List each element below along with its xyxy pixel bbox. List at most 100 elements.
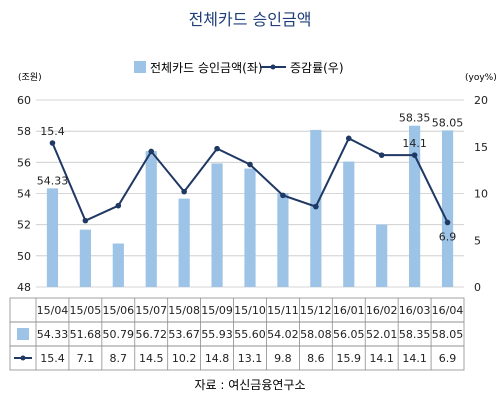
line-point-15/06 bbox=[115, 202, 122, 209]
bar-16/02 bbox=[376, 224, 388, 287]
table-line-value: 8.7 bbox=[110, 352, 128, 365]
left-axis-ticks: 48 50 52 54 56 58 60 bbox=[17, 94, 31, 294]
table-line-value: 7.1 bbox=[77, 352, 95, 365]
bar-15/10 bbox=[244, 168, 256, 287]
table-bar-value: 56.72 bbox=[135, 328, 167, 341]
line-point-16/02 bbox=[378, 152, 385, 158]
annotation-label: 54.33 bbox=[37, 174, 69, 187]
bar-16/01 bbox=[343, 161, 355, 287]
table-line-value: 15.9 bbox=[337, 352, 362, 365]
table-line-value: 14.1 bbox=[402, 352, 427, 365]
left-tick-label: 48 bbox=[17, 281, 31, 294]
table-line-value: 13.1 bbox=[238, 352, 263, 365]
table-category: 16/02 bbox=[366, 304, 398, 317]
right-tick-label: 15 bbox=[474, 141, 488, 154]
left-tick-label: 50 bbox=[17, 250, 31, 263]
bar-15/11 bbox=[277, 193, 289, 287]
table-bar-value: 54.02 bbox=[267, 328, 299, 341]
table-category: 15/09 bbox=[201, 304, 233, 317]
table-category: 15/06 bbox=[102, 304, 134, 317]
table-category: 15/05 bbox=[70, 304, 102, 317]
bar-15/08 bbox=[178, 198, 190, 287]
line-point-15/09 bbox=[214, 145, 220, 152]
table-bar-value: 54.33 bbox=[37, 328, 69, 341]
chart-title: 전체카드 승인금액 bbox=[189, 10, 312, 29]
left-tick-label: 58 bbox=[17, 125, 31, 138]
table-bar-swatch bbox=[17, 328, 29, 340]
table-line-value: 14.1 bbox=[369, 352, 394, 365]
table-bar-value: 55.60 bbox=[234, 328, 266, 341]
annotation-label: 15.4 bbox=[40, 125, 65, 138]
table-category: 16/01 bbox=[333, 304, 365, 317]
table-category: 15/11 bbox=[267, 304, 299, 317]
bar-15/05 bbox=[79, 229, 91, 287]
table-category: 15/10 bbox=[234, 304, 266, 317]
table-line-value: 10.2 bbox=[172, 352, 197, 365]
table-line-value: 6.9 bbox=[439, 352, 457, 365]
table-category: 15/08 bbox=[168, 304, 200, 317]
line-point-15/11 bbox=[280, 192, 286, 199]
annotation-label: 14.1 bbox=[402, 137, 427, 150]
bar-16/04 bbox=[441, 130, 454, 287]
right-tick-label: 5 bbox=[474, 234, 481, 247]
bar-16/03 bbox=[409, 125, 421, 288]
table-category: 15/12 bbox=[300, 304, 332, 317]
right-tick-label: 20 bbox=[474, 94, 488, 107]
line-series bbox=[49, 135, 451, 226]
bar-15/09 bbox=[211, 163, 223, 287]
table-line-value: 14.5 bbox=[139, 352, 164, 365]
bar-15/07 bbox=[145, 151, 157, 287]
source-note: 자료 : 여신금융연구소 bbox=[194, 378, 305, 392]
annotation-label: 58.35 bbox=[399, 112, 431, 125]
right-tick-label: 10 bbox=[474, 188, 488, 201]
left-tick-label: 54 bbox=[17, 188, 31, 201]
data-table: 15/04 15/05 15/06 15/07 15/08 15/09 15/10 15/11… bbox=[9, 297, 465, 371]
legend-line-label: 증감률(우) bbox=[290, 61, 344, 75]
table-bar-value: 52.01 bbox=[366, 328, 398, 341]
table-bar-value: 51.68 bbox=[70, 328, 102, 341]
table-bar-value: 56.05 bbox=[333, 328, 365, 341]
table-row bbox=[9, 345, 465, 371]
line-point-16/03 bbox=[411, 152, 418, 158]
table-category: 15/04 bbox=[37, 304, 69, 317]
left-tick-label: 52 bbox=[17, 219, 31, 232]
left-tick-label: 56 bbox=[17, 156, 31, 169]
annotation-label: 58.05 bbox=[432, 116, 464, 129]
bar-series bbox=[46, 125, 454, 288]
legend: 전체카드 승인금액(좌) 증감률(우) bbox=[134, 61, 344, 75]
bar-15/04 bbox=[46, 188, 59, 287]
left-tick-label: 60 bbox=[17, 94, 31, 107]
right-tick-label: 0 bbox=[474, 281, 481, 294]
line-point-16/04 bbox=[444, 219, 451, 226]
table-bar-value: 58.08 bbox=[300, 328, 332, 341]
line-point-15/05 bbox=[82, 217, 89, 224]
table-category: 16/04 bbox=[432, 304, 464, 317]
line-point-15/04 bbox=[49, 140, 56, 146]
annotation-label: 6.9 bbox=[439, 230, 457, 243]
line-point-15/08 bbox=[181, 188, 187, 195]
table-bar-value: 53.67 bbox=[168, 328, 200, 341]
table-bar-value: 58.05 bbox=[432, 328, 464, 341]
table-line-value: 14.8 bbox=[205, 352, 230, 365]
table-line-value: 9.8 bbox=[274, 352, 292, 365]
line-point-15/12 bbox=[313, 203, 319, 210]
right-axis-unit: (yoy%) bbox=[465, 73, 497, 83]
legend-bar-label: 전체카드 승인금액(좌) bbox=[150, 61, 263, 75]
line-point-15/10 bbox=[247, 161, 253, 168]
legend-bar-swatch bbox=[134, 61, 146, 73]
table-bar-value: 58.35 bbox=[399, 328, 431, 341]
annotations: 54.33 15.4 58.35 14.1 58.05 6.9 bbox=[37, 112, 464, 244]
table-bar-value: 55.93 bbox=[201, 328, 233, 341]
table-line-value: 8.6 bbox=[307, 352, 325, 365]
table-line-marker bbox=[20, 355, 26, 361]
table-line-value: 15.4 bbox=[40, 352, 65, 365]
table-category: 15/07 bbox=[135, 304, 167, 317]
left-axis-unit: (조원) bbox=[18, 72, 42, 83]
right-axis-ticks: 0 5 10 15 20 bbox=[474, 94, 488, 294]
legend-line-marker bbox=[270, 64, 276, 70]
bar-15/06 bbox=[112, 243, 124, 287]
table-bar-value: 50.79 bbox=[103, 328, 135, 341]
line-point-16/01 bbox=[345, 135, 352, 142]
